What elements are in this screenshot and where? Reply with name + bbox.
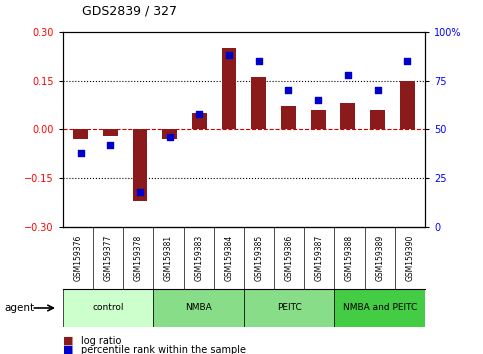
Text: GSM159389: GSM159389 xyxy=(375,234,384,281)
Point xyxy=(314,97,322,103)
Point xyxy=(225,52,233,58)
Text: GSM159376: GSM159376 xyxy=(73,234,83,281)
Bar xyxy=(73,129,88,139)
Point xyxy=(403,58,411,64)
Text: GSM159377: GSM159377 xyxy=(103,234,113,281)
Bar xyxy=(244,289,334,327)
Bar xyxy=(335,289,425,327)
Text: GSM159385: GSM159385 xyxy=(255,234,264,281)
Text: log ratio: log ratio xyxy=(81,336,122,346)
Bar xyxy=(311,110,326,129)
Bar xyxy=(251,77,266,129)
Point xyxy=(374,87,382,93)
Text: PEITC: PEITC xyxy=(277,303,301,313)
Bar xyxy=(103,129,118,136)
Bar xyxy=(341,103,355,129)
Point xyxy=(344,72,352,78)
Bar xyxy=(162,129,177,139)
Text: GSM159387: GSM159387 xyxy=(315,234,324,281)
Point xyxy=(196,111,203,116)
Text: GSM159381: GSM159381 xyxy=(164,234,173,281)
Bar xyxy=(63,289,154,327)
Text: GDS2839 / 327: GDS2839 / 327 xyxy=(82,5,177,18)
Text: NMBA: NMBA xyxy=(185,303,212,313)
Text: GSM159384: GSM159384 xyxy=(224,234,233,281)
Text: control: control xyxy=(92,303,124,313)
Text: GSM159378: GSM159378 xyxy=(134,234,143,281)
Point xyxy=(136,189,144,194)
Bar xyxy=(400,81,414,129)
Bar xyxy=(132,129,147,201)
Text: ■: ■ xyxy=(63,345,73,354)
Text: GSM159390: GSM159390 xyxy=(405,234,414,281)
Text: NMBA and PEITC: NMBA and PEITC xyxy=(342,303,417,313)
Bar xyxy=(370,110,385,129)
Text: GSM159383: GSM159383 xyxy=(194,234,203,281)
Bar xyxy=(192,113,207,129)
Text: GSM159386: GSM159386 xyxy=(284,234,294,281)
Point xyxy=(106,142,114,148)
Point xyxy=(166,134,173,140)
Bar xyxy=(281,107,296,129)
Text: GSM159388: GSM159388 xyxy=(345,234,354,281)
Bar xyxy=(222,48,237,129)
Text: agent: agent xyxy=(5,303,35,313)
Text: ■: ■ xyxy=(63,336,73,346)
Point xyxy=(255,58,263,64)
Point xyxy=(284,87,292,93)
Bar xyxy=(154,289,244,327)
Point xyxy=(77,150,85,155)
Text: percentile rank within the sample: percentile rank within the sample xyxy=(81,345,246,354)
